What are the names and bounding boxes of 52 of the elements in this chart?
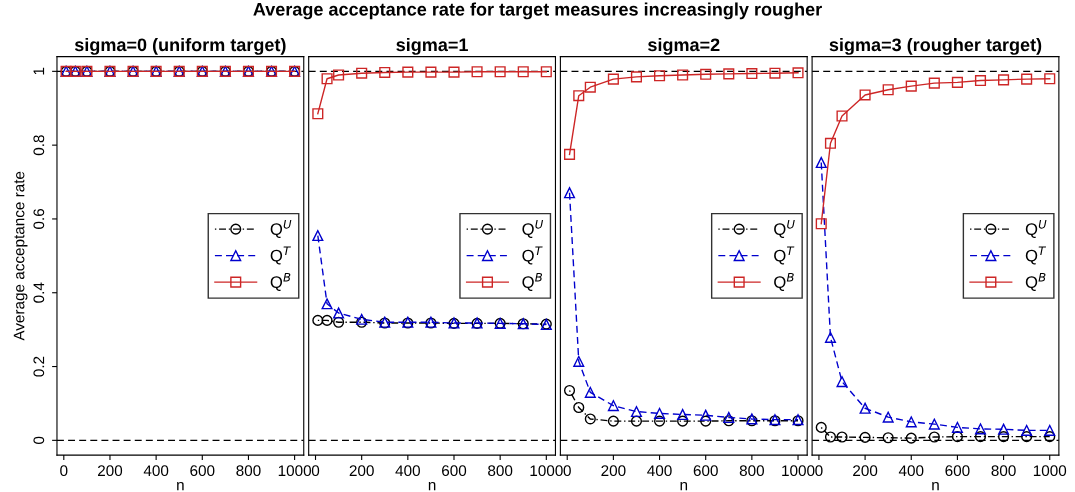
legend-label: Q$^{U}$ <box>1025 219 1047 238</box>
x-tick-label: 200 <box>601 465 626 477</box>
x-axis-title: n <box>428 481 436 491</box>
y-tick-label: 0.6 <box>33 208 45 229</box>
x-tick-label: 600 <box>190 465 215 477</box>
x-tick-label: 1000 <box>1033 465 1067 477</box>
chart-title: sigma=1 <box>396 37 468 55</box>
y-axis-title: Average acceptance rate <box>13 171 28 341</box>
legend-label: Q$^{T}$ <box>774 246 795 265</box>
legend-label: Q$^{U}$ <box>270 219 292 238</box>
legend-label: Q$^{B}$ <box>522 272 543 291</box>
x-tick-label: 200 <box>97 465 123 477</box>
y-tick-label: 0.2 <box>33 356 45 377</box>
legend-label: Q$^{B}$ <box>1025 272 1046 291</box>
x-tick-label: 400 <box>898 465 924 477</box>
x-tick-label: 800 <box>236 465 261 477</box>
x-tick-label: 1000 <box>530 465 563 477</box>
x-tick-label: 200 <box>853 465 878 477</box>
y-tick-label: 1 <box>33 67 45 75</box>
y-tick-label: 0.4 <box>33 282 45 303</box>
x-tick-label: 600 <box>693 465 718 477</box>
x-axis-title: n <box>932 481 939 491</box>
x-tick-label: 0 <box>563 465 571 477</box>
x-tick-label: 600 <box>945 465 970 477</box>
x-tick-label: 200 <box>349 465 374 477</box>
x-tick-label: 0 <box>60 465 68 477</box>
x-tick-label: 400 <box>647 465 672 477</box>
y-tick-label: 0.8 <box>33 135 45 156</box>
x-tick-label: 800 <box>739 465 765 477</box>
chart-title: sigma=0 (uniform target) <box>74 37 286 55</box>
legend-label: Q$^{B}$ <box>774 272 794 291</box>
x-tick-label: 400 <box>395 465 420 477</box>
x-tick-label: 600 <box>442 465 467 477</box>
x-tick-label: 1000 <box>278 465 312 477</box>
x-tick-label: 1000 <box>782 465 815 477</box>
legend-label: Q$^{U}$ <box>774 219 795 238</box>
legend-label: Q$^{T}$ <box>1025 246 1047 265</box>
legend-label: Q$^{B}$ <box>270 272 291 291</box>
x-axis-title: n <box>680 481 688 491</box>
legend-label: Q$^{T}$ <box>270 246 291 265</box>
x-tick-label: 0 <box>815 465 823 477</box>
x-tick-label: 800 <box>991 465 1016 477</box>
x-tick-label: 400 <box>143 465 169 477</box>
text: Average acceptance rate for target measures increasingly rougher <box>253 2 822 20</box>
legend-label: Q$^{T}$ <box>522 246 543 265</box>
legend-label: Q$^{U}$ <box>522 219 544 238</box>
x-axis-title: n <box>177 481 184 491</box>
y-tick-label: 0 <box>33 436 45 444</box>
x-tick-label: 800 <box>488 465 513 477</box>
x-tick-label: 0 <box>311 465 320 477</box>
chart-title: sigma=3 (rougher target) <box>829 37 1042 55</box>
chart-title: sigma=2 <box>648 37 720 55</box>
